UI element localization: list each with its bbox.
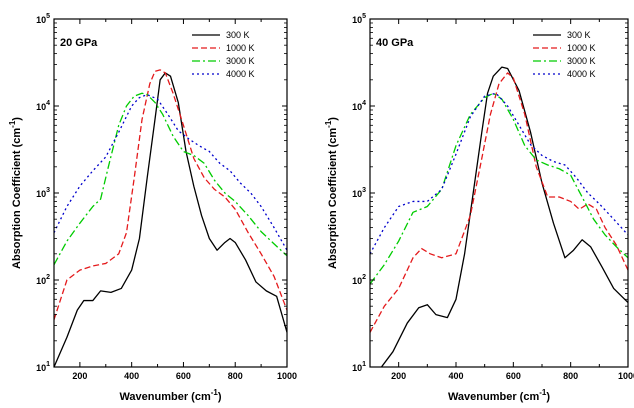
y-tick-label: 102: [36, 274, 50, 286]
series-line-4000k: [370, 92, 628, 255]
x-tick-label: 1000: [618, 371, 634, 381]
y-tick-label: 102: [352, 274, 366, 286]
panel-label: 40 GPa: [376, 37, 414, 49]
x-tick-label: 800: [563, 371, 578, 381]
chart-panel-2: 200 400 600 800 1000 101 102 103 104 105 40 GPa 300…: [324, 13, 634, 403]
legend-label: 3000 K: [226, 56, 255, 66]
series-line-3000k: [370, 92, 628, 285]
legend: 300 K 1000 K 3000 K 4000 K: [192, 30, 255, 79]
x-tick-label: 200: [72, 371, 87, 381]
x-axis-title: Wavenumber (cm-1): [448, 388, 550, 403]
y-tick-label: 101: [352, 361, 366, 373]
y-tick-label: 105: [36, 13, 50, 25]
chart-panel-1: 200 400 600 800 1000 101 102 103 104 105 20 GPa 300…: [8, 13, 297, 403]
y-tick-label: 104: [36, 100, 50, 112]
series-line-300k: [380, 66, 628, 367]
x-tick-label: 200: [391, 371, 406, 381]
y-tick-label: 105: [352, 13, 366, 25]
legend: 300 K 1000 K 3000 K 4000 K: [533, 30, 596, 79]
x-tick-label: 1000: [277, 371, 297, 381]
x-tick-label: 600: [176, 371, 191, 381]
series-line-3000k: [54, 92, 287, 265]
legend-label: 3000 K: [567, 56, 596, 66]
y-tick-label: 104: [352, 100, 366, 112]
x-tick-label: 400: [448, 371, 463, 381]
legend-label: 4000 K: [226, 69, 255, 79]
series-line-1000k: [370, 72, 628, 333]
x-tick-label: 800: [228, 371, 243, 381]
y-axis-title: Absorption Coefficient (cm-1): [8, 117, 23, 269]
y-tick-label: 101: [36, 361, 50, 373]
legend-label: 300 K: [567, 30, 591, 40]
x-axis-title: Wavenumber (cm-1): [119, 388, 221, 403]
legend-label: 1000 K: [226, 43, 255, 53]
x-tick-label: 600: [506, 371, 521, 381]
series-line-4000k: [54, 94, 287, 251]
legend-label: 1000 K: [567, 43, 596, 53]
panel-label: 20 GPa: [60, 37, 98, 49]
series-line-300k: [54, 72, 287, 367]
y-tick-label: 103: [352, 187, 366, 199]
series-line-1000k: [54, 69, 287, 320]
legend-label: 4000 K: [567, 69, 596, 79]
legend-label: 300 K: [226, 30, 250, 40]
y-axis-title: Absorption Coefficient (cm-1): [324, 117, 339, 269]
x-tick-label: 400: [124, 371, 139, 381]
y-tick-label: 103: [36, 187, 50, 199]
